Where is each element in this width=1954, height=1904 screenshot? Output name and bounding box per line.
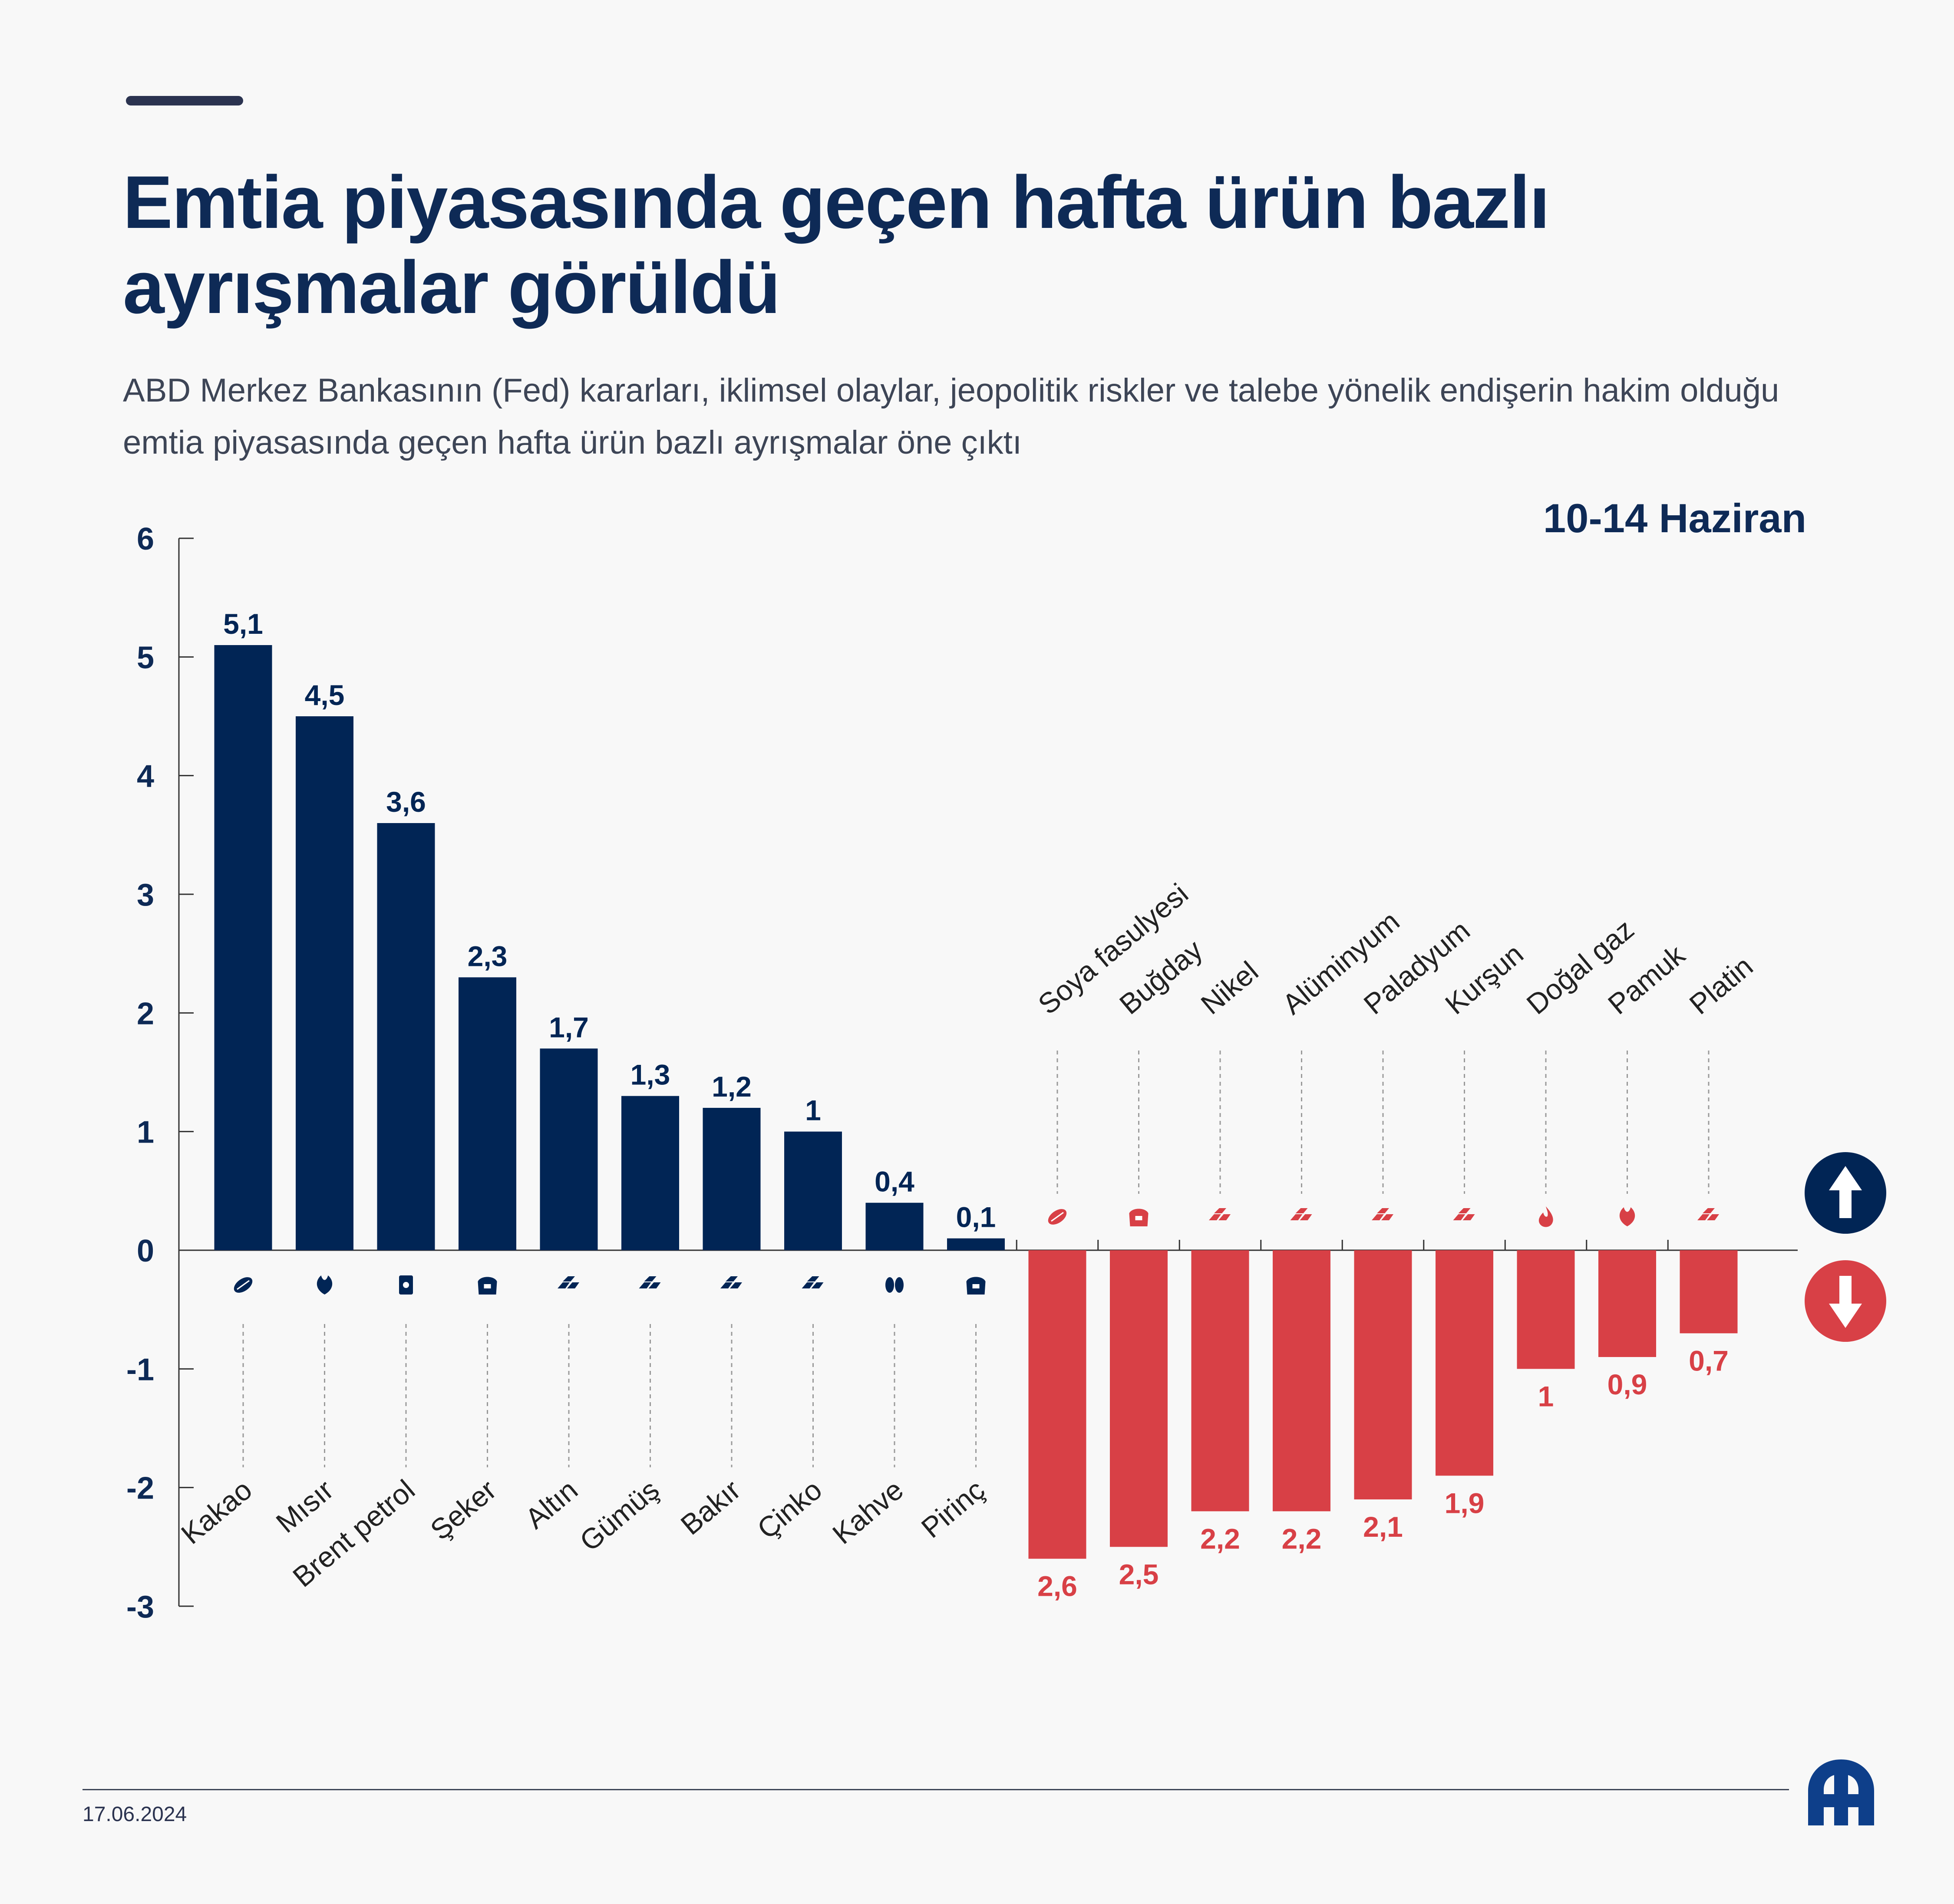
- aa-logo: [1808, 1759, 1874, 1825]
- value-label: 5,1: [223, 608, 263, 640]
- corn-icon: [317, 1275, 333, 1295]
- rice-sack-icon: [966, 1277, 986, 1295]
- bar: [1354, 1250, 1412, 1499]
- cotton-icon: [1619, 1207, 1635, 1226]
- category-label: Kahve: [826, 1473, 909, 1550]
- value-label: 0,4: [875, 1166, 914, 1198]
- bar: [784, 1131, 842, 1250]
- date-range: 10-14 Haziran: [1543, 495, 1806, 541]
- category-label: Çinko: [751, 1473, 828, 1545]
- commodity-icons: [234, 1206, 1719, 1295]
- y-tick-label: 2: [137, 996, 154, 1031]
- platinum-bars-icon: [1697, 1208, 1719, 1220]
- direction-legend: [1805, 1152, 1886, 1342]
- category-label: Mısır: [270, 1473, 340, 1539]
- copper-bars-icon: [720, 1276, 742, 1288]
- gas-flame-icon: [1538, 1206, 1553, 1227]
- y-tick-label: 3: [137, 878, 154, 912]
- value-label: 2,1: [1363, 1511, 1403, 1543]
- soybean-icon: [1048, 1209, 1067, 1225]
- aluminum-bars-icon: [1290, 1208, 1312, 1220]
- top-accent-rule: [126, 96, 243, 105]
- cocoa-icon: [234, 1277, 253, 1293]
- category-label: Kakao: [175, 1473, 258, 1550]
- nickel-bars-icon: [1209, 1208, 1231, 1220]
- palladium-bars-icon: [1372, 1208, 1393, 1220]
- y-tick-label: -1: [126, 1352, 154, 1387]
- category-label: Pirinç: [915, 1473, 990, 1544]
- zinc-bars-icon: [802, 1276, 824, 1288]
- value-label: 0,7: [1689, 1344, 1729, 1377]
- dashed-guides: [242, 1051, 1710, 1467]
- bar: [1028, 1250, 1086, 1559]
- value-label: 2,5: [1119, 1558, 1159, 1590]
- footer-rule: [83, 1789, 1789, 1790]
- bar: [1517, 1250, 1575, 1369]
- category-label: Şeker: [424, 1473, 502, 1546]
- value-label: 1,7: [549, 1011, 589, 1043]
- lead-bars-icon: [1453, 1208, 1475, 1220]
- gold-bars-icon: [558, 1276, 579, 1288]
- wheat-sack-icon: [1129, 1209, 1149, 1226]
- value-label: 3,6: [386, 786, 426, 818]
- bar: [621, 1096, 679, 1250]
- arrow-up-icon: [1805, 1152, 1886, 1234]
- category-label: Platin: [1683, 950, 1759, 1021]
- value-label: 0,1: [956, 1201, 996, 1233]
- bars: [214, 645, 1738, 1559]
- bar: [377, 823, 435, 1250]
- bar: [214, 645, 272, 1250]
- value-label: 1,9: [1445, 1487, 1485, 1519]
- coffee-bean-icon: [885, 1277, 904, 1293]
- value-label: 2,2: [1282, 1522, 1322, 1555]
- value-label: 0,9: [1607, 1368, 1647, 1400]
- value-label: 1: [805, 1094, 821, 1127]
- value-label: 2,3: [468, 940, 508, 972]
- y-tick-label: -3: [126, 1590, 154, 1624]
- bar: [1110, 1250, 1168, 1547]
- silver-bars-icon: [639, 1276, 661, 1288]
- y-tick-label: 1: [137, 1115, 154, 1150]
- page-title: Emtia piyasasında geçen hafta ürün bazlı…: [123, 161, 1550, 329]
- y-axis: 6 5 4 3 2 1 0 -1 -2 -3: [126, 522, 1798, 1624]
- value-label: 1,2: [712, 1071, 752, 1103]
- category-label: Gümüş: [574, 1473, 665, 1557]
- bar: [703, 1108, 761, 1250]
- value-label: 4,5: [305, 679, 345, 711]
- bar: [1598, 1250, 1656, 1357]
- value-label: 2,6: [1037, 1570, 1077, 1602]
- category-label: Bakır: [674, 1473, 746, 1541]
- y-tick-label: 5: [137, 640, 154, 675]
- value-label: 1: [1538, 1380, 1554, 1412]
- oil-barrel-icon: [399, 1275, 413, 1295]
- bar: [865, 1202, 924, 1250]
- bar: [1436, 1250, 1493, 1476]
- bar: [540, 1048, 598, 1250]
- category-label: Altın: [519, 1473, 584, 1535]
- value-label: 2,2: [1200, 1522, 1240, 1555]
- bar: [947, 1238, 1005, 1250]
- bar: [1680, 1250, 1738, 1334]
- sugar-icon: [478, 1277, 497, 1295]
- arrow-down-icon: [1805, 1260, 1886, 1342]
- bar: [459, 977, 516, 1250]
- bar: [1273, 1250, 1330, 1512]
- y-tick-label: 6: [137, 522, 154, 557]
- category-label: Nikel: [1195, 955, 1264, 1021]
- y-tick-label: 0: [137, 1234, 154, 1268]
- bar: [1191, 1250, 1249, 1512]
- y-tick-label: -2: [126, 1471, 154, 1506]
- y-tick-label: 4: [137, 759, 154, 794]
- footer-date: 17.06.2024: [83, 1803, 187, 1826]
- page-subtitle: ABD Merkez Bankasının (Fed) kararları, i…: [123, 372, 1779, 461]
- bar: [296, 716, 353, 1250]
- value-label: 1,3: [630, 1059, 670, 1091]
